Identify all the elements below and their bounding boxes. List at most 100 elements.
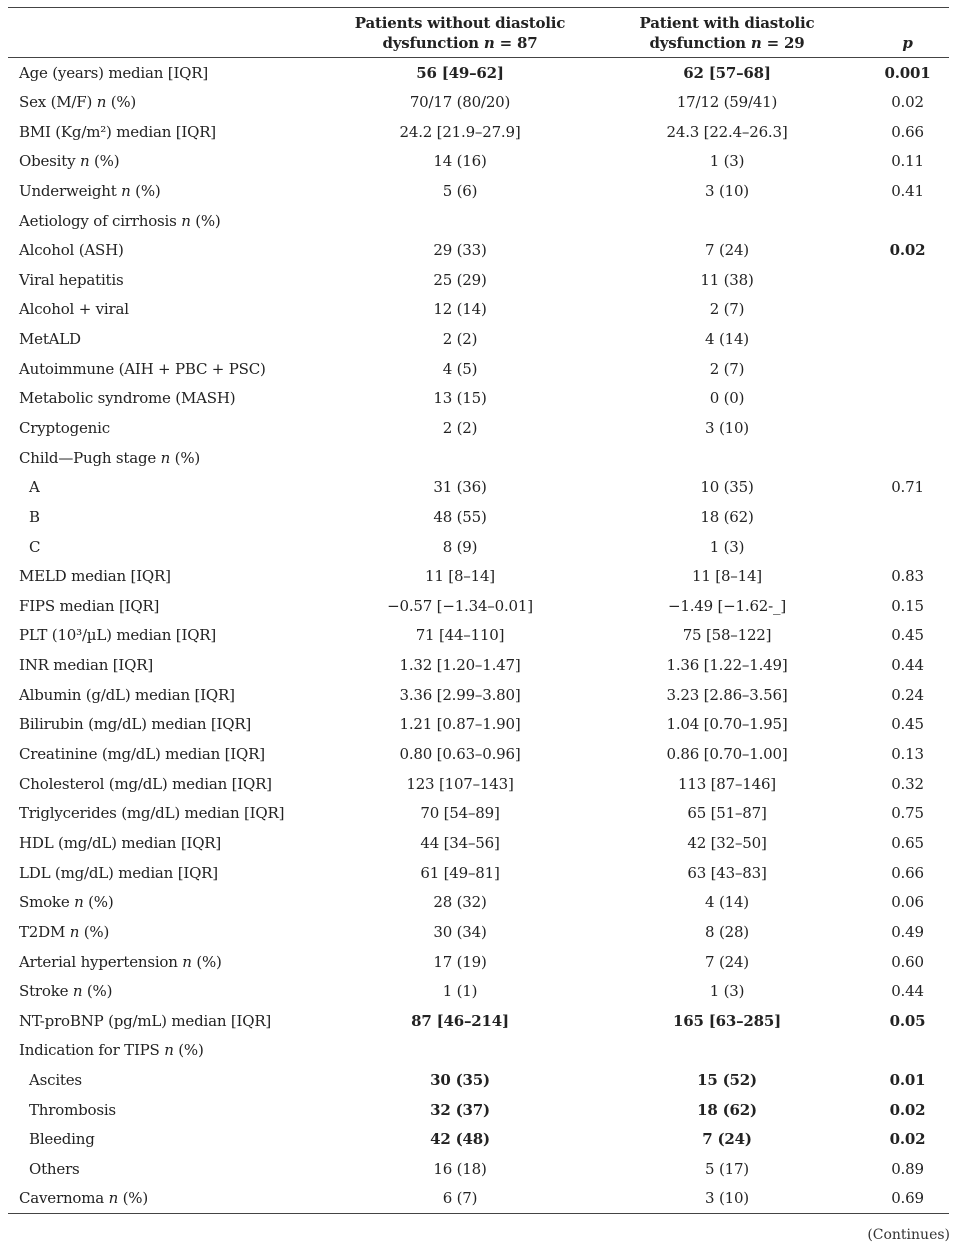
header-group-without-dd-text: Patients without diastolic dysfunction n…: [354, 14, 566, 52]
continues-note: (Continues): [867, 1227, 950, 1243]
row-value-with-dd: 0 (0): [709, 389, 745, 408]
row-value-without-dd: [332, 1036, 588, 1066]
row-label: MELD median [IQR]: [19, 567, 171, 586]
row-label: Bleeding: [29, 1130, 95, 1149]
row-value-without-dd: 30 (34): [433, 922, 487, 941]
table-row: Underweight n (%) 5 (6) 3 (10) 0.41: [8, 176, 949, 206]
row-value-without-dd: 25 (29): [433, 270, 487, 289]
row-value-with-dd: 3 (10): [588, 1183, 866, 1214]
row-value-without-dd: 24.2 [21.9–27.9]: [399, 122, 521, 141]
row-value-without-dd: 56 [49–62]: [416, 63, 504, 82]
row-value-with-dd: 8 (28): [705, 922, 749, 941]
row-p-value: 0.41: [891, 181, 924, 200]
row-value-without-dd: 42 (48): [430, 1130, 490, 1149]
row-p-value: [866, 443, 949, 473]
row-p-value: 0.45: [891, 626, 924, 645]
table-body: Age (years) median [IQR] 56 [49–62] 62 [57…: [8, 58, 949, 1214]
row-value-without-dd: 5 (6): [442, 181, 478, 200]
row-value-with-dd: 62 [57–68]: [683, 63, 771, 82]
header-p-value: p: [866, 7, 949, 58]
row-value-without-dd: 71 [44–110]: [415, 626, 505, 645]
table-row: Smoke n (%) 28 (32) 4 (14) 0.06: [8, 887, 949, 917]
row-p-value: 0.60: [891, 952, 924, 971]
row-p-value: [866, 265, 949, 295]
row-value-with-dd: 4 (14): [705, 893, 749, 912]
row-value-without-dd: 29 (33): [433, 241, 487, 260]
row-value-with-dd: 1 (3): [709, 537, 745, 556]
table-row: MELD median [IQR] 11 [8–14] 11 [8–14] 0.83: [8, 561, 949, 591]
row-value-without-dd: 123 [107–143]: [406, 774, 514, 793]
table-row: B 48 (55) 18 (62): [8, 502, 949, 532]
row-value-with-dd: 3 (10): [705, 419, 749, 437]
row-label: Thrombosis: [29, 1100, 116, 1119]
row-p-value: 0.15: [891, 596, 924, 615]
header-group-with-dd: Patient with diastolic dysfunction n = 2…: [588, 7, 866, 58]
row-p-value: 0.65: [891, 833, 924, 852]
row-value-without-dd: 14 (16): [433, 152, 487, 171]
row-label: Albumin (g/dL) median [IQR]: [19, 685, 235, 704]
row-value-without-dd: 70 [54–89]: [420, 804, 500, 823]
row-p-value: 0.69: [866, 1183, 949, 1214]
row-p-value: [866, 324, 949, 354]
row-p-value: 0.44: [891, 656, 924, 675]
row-value-without-dd: [332, 443, 588, 473]
row-value-without-dd: 2 (2): [442, 419, 478, 437]
row-label: B: [29, 507, 40, 526]
row-label: C: [29, 537, 41, 556]
table-row: MetALD 2 (2) 4 (14): [8, 324, 949, 354]
table-row: Alcohol + viral 12 (14) 2 (7): [8, 295, 949, 325]
row-label: Aetiology of cirrhosis n (%): [19, 211, 221, 230]
row-label: Creatinine (mg/dL) median [IQR]: [19, 745, 265, 764]
table-row: T2DM n (%) 30 (34) 8 (28) 0.49: [8, 917, 949, 947]
row-label: Obesity n (%): [19, 152, 120, 171]
row-label: Others: [29, 1160, 80, 1179]
row-p-value: 0.13: [891, 745, 924, 764]
row-p-value: 0.02: [891, 92, 924, 111]
row-value-with-dd: 63 [43–83]: [687, 863, 767, 882]
row-label: Metabolic syndrome (MASH): [19, 389, 236, 408]
row-label: Alcohol + viral: [19, 300, 129, 319]
row-value-with-dd: 10 (35): [700, 478, 754, 497]
table-row: Thrombosis 32 (37) 18 (62) 0.02: [8, 1095, 949, 1125]
row-value-with-dd: −1.49 [−1.62-_]: [668, 596, 786, 615]
row-value-without-dd: 3.36 [2.99–3.80]: [399, 685, 521, 704]
row-label: Age (years) median [IQR]: [19, 63, 209, 82]
row-p-value: 0.89: [891, 1160, 924, 1179]
row-value-with-dd: 1.36 [1.22–1.49]: [666, 656, 788, 675]
table-row: LDL (mg/dL) median [IQR] 61 [49–81] 63 [43…: [8, 858, 949, 888]
table-row: BMI (Kg/m²) median [IQR] 24.2 [21.9–27.9]…: [8, 117, 949, 147]
row-value-with-dd: 18 (62): [700, 507, 754, 526]
row-value-without-dd: 1.21 [0.87–1.90]: [399, 715, 521, 734]
table-row: Ascites 30 (35) 15 (52) 0.01: [8, 1065, 949, 1095]
row-p-value: 0.24: [891, 685, 924, 704]
row-label: T2DM n (%): [19, 922, 110, 941]
table-row: C 8 (9) 1 (3): [8, 532, 949, 562]
row-label: Cholesterol (mg/dL) median [IQR]: [19, 774, 272, 793]
table-row: Viral hepatitis 25 (29) 11 (38): [8, 265, 949, 295]
row-value-with-dd: 165 [63–285]: [672, 1011, 781, 1030]
row-p-value: [866, 413, 949, 443]
table-row: Bleeding 42 (48) 7 (24) 0.02: [8, 1125, 949, 1155]
table-row: Bilirubin (mg/dL) median [IQR] 1.21 [0.87…: [8, 710, 949, 740]
row-label: A: [29, 478, 40, 497]
row-value-with-dd: 18 (62): [697, 1100, 757, 1119]
table-row: Cryptogenic 2 (2) 3 (10): [8, 413, 949, 443]
row-value-with-dd: 1.04 [0.70–1.95]: [666, 715, 788, 734]
table-row: HDL (mg/dL) median [IQR] 44 [34–56] 42 [32…: [8, 828, 949, 858]
row-p-value: [866, 502, 949, 532]
table-row: Others 16 (18) 5 (17) 0.89: [8, 1154, 949, 1184]
row-value-with-dd: 7 (24): [705, 241, 749, 260]
table-row: Autoimmune (AIH + PBC + PSC) 4 (5) 2 (7): [8, 354, 949, 384]
row-label: HDL (mg/dL) median [IQR]: [19, 833, 222, 852]
row-label: Underweight n (%): [19, 181, 161, 200]
row-p-value: [866, 384, 949, 414]
row-value-with-dd: 7 (24): [702, 1130, 752, 1149]
row-value-with-dd: 11 [8–14]: [692, 567, 762, 586]
table-row: A 31 (36) 10 (35) 0.71: [8, 472, 949, 502]
table-row: Creatinine (mg/dL) median [IQR] 0.80 [0.6…: [8, 739, 949, 769]
row-p-value: 0.02: [889, 1130, 926, 1149]
row-value-with-dd: 7 (24): [705, 952, 749, 971]
table-row: Aetiology of cirrhosis n (%): [8, 206, 949, 236]
table-row: NT-proBNP (pg/mL) median [IQR] 87 [46–214…: [8, 1006, 949, 1036]
row-value-without-dd: 4 (5): [442, 359, 478, 378]
